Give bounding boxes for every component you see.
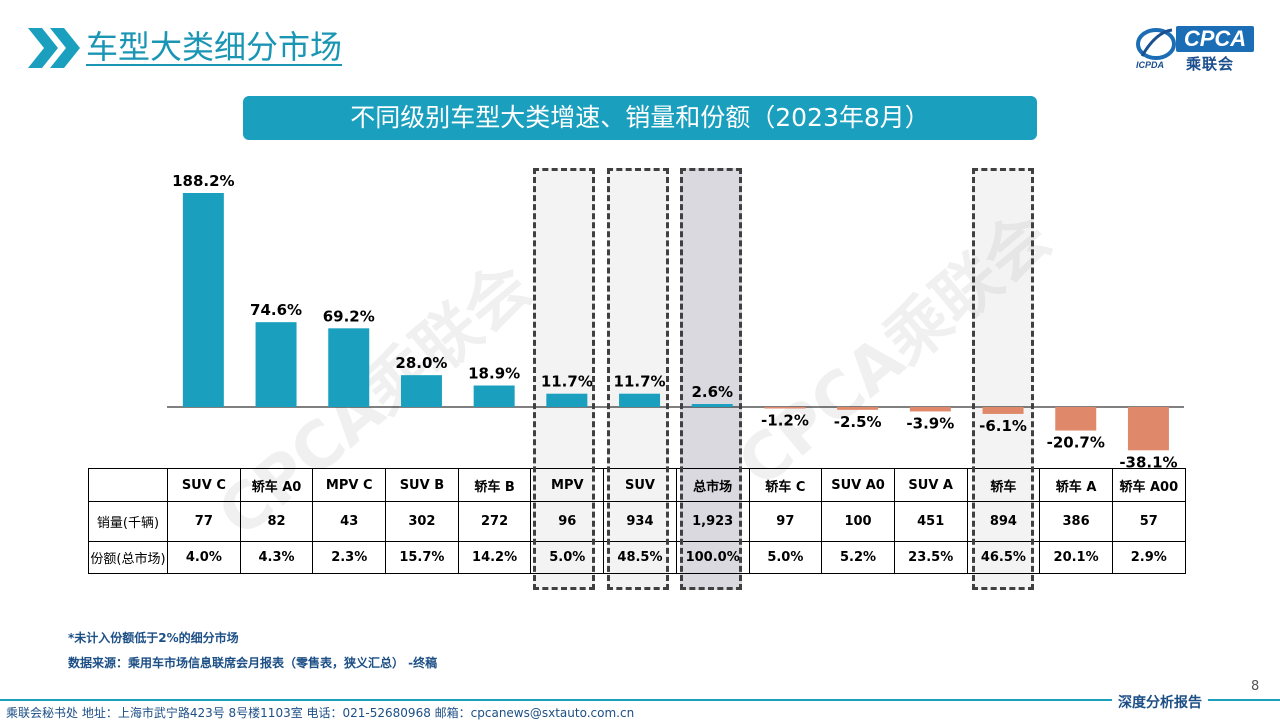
logo-subtext: 乘联会 <box>1186 55 1235 73</box>
cpca-emblem-icon: ICPDA <box>1136 28 1176 70</box>
table-cell-share: 14.2% <box>457 541 532 574</box>
table-row-share: 份额(总市场) 4.0% 4.3% 2.3% 15.7% 14.2% 5.0% 48.5% 10… <box>88 541 1186 574</box>
data-label: -1.2% <box>761 411 809 429</box>
table-cell-sales: 97 <box>748 501 823 542</box>
bar-轿车-C <box>764 407 806 409</box>
row-label-sales: 销量(千辆) <box>88 501 168 542</box>
data-table: SUV C 轿车 A0 MPV C SUV B 轿车 B MPV SUV 总市场 轿车 C SUV… <box>88 468 1186 574</box>
column-header: SUV B <box>385 468 459 502</box>
data-label: -20.7% <box>1047 434 1105 452</box>
row-label-share: 份额(总市场) <box>88 541 168 574</box>
column-header: 轿车 C <box>748 468 823 502</box>
table-cell-sales: 934 <box>603 501 677 542</box>
table-cell-sales: 57 <box>1111 501 1186 542</box>
bar-轿车-A00 <box>1127 407 1169 451</box>
table-cell-share: 5.0% <box>748 541 823 574</box>
table-cell-sales: 100 <box>821 501 895 542</box>
table-cell-share: 23.5% <box>893 541 968 574</box>
table-cell-share: 15.7% <box>385 541 459 574</box>
growth-bar-chart: 188.2% 74.6% 69.2% 28.0% 18.9% 11.7% 11.7% 2.6%… <box>167 172 1184 470</box>
data-label: 18.9% <box>468 365 520 383</box>
footer-divider <box>0 699 1280 701</box>
page-number: 8 <box>1251 679 1260 694</box>
table-cell-share: 4.0% <box>167 541 241 574</box>
bar-轿车-A0 <box>255 322 297 407</box>
highlight-box-mpv <box>533 168 595 590</box>
bar-SUV-A0 <box>837 407 879 410</box>
column-header: 轿车 A0 <box>239 468 314 502</box>
page-title: 车型大类细分市场 <box>86 28 343 66</box>
table-cell-share: 2.9% <box>1111 541 1186 574</box>
column-header: SUV A0 <box>821 468 895 502</box>
data-label: 11.7% <box>541 373 593 391</box>
table-cell-sales: 1,923 <box>675 501 750 542</box>
data-label: -6.1% <box>979 417 1027 435</box>
footnote: *未计入份额低于2%的细分市场 <box>68 631 239 645</box>
highlight-box-total-market <box>680 168 742 590</box>
bar-SUV <box>619 393 661 407</box>
footer-tag: 深度分析报告 <box>1112 692 1208 712</box>
table-cell-sales: 96 <box>530 501 605 542</box>
bar-轿车-B <box>473 385 515 407</box>
table-row-sales: 销量(千辆) 77 82 43 302 272 96 934 1,923 97 100 451 894 3… <box>88 501 1186 542</box>
highlight-box-sedan <box>972 168 1034 590</box>
data-label: -3.9% <box>906 414 954 432</box>
column-header: 轿车 <box>966 468 1041 502</box>
table-cell-sales: 43 <box>312 501 387 542</box>
data-label: 11.7% <box>614 373 666 391</box>
chevron-icon <box>28 28 80 68</box>
data-source: 数据来源：乘用车市场信息联席会月报表（零售表，狭义汇总） -终稿 <box>68 656 438 670</box>
table-cell-sales: 386 <box>1039 501 1113 542</box>
table-cell-share: 20.1% <box>1039 541 1113 574</box>
bar-SUV-A <box>909 407 951 412</box>
data-label: -2.5% <box>834 413 882 431</box>
chart-subtitle: 不同级别车型大类增速、销量和份额（2023年8月） <box>243 96 1037 140</box>
data-label: 74.6% <box>250 301 302 319</box>
logo-mark-text: ICPDA <box>1136 60 1164 70</box>
table-cell-share: 5.0% <box>530 541 605 574</box>
table-cell-sales: 302 <box>385 501 459 542</box>
table-cell-sales: 82 <box>239 501 314 542</box>
data-label: 188.2% <box>172 172 234 190</box>
table-cell-share: 4.3% <box>239 541 314 574</box>
data-label: 28.0% <box>395 354 447 372</box>
bar-轿车 <box>982 407 1024 414</box>
table-cell-sales: 77 <box>167 501 241 542</box>
data-label: 2.6% <box>691 383 733 401</box>
logo-text: CPCA <box>1176 26 1254 52</box>
table-header-row: SUV C 轿车 A0 MPV C SUV B 轿车 B MPV SUV 总市场 轿车 C SUV… <box>88 468 1186 502</box>
column-header: 轿车 B <box>457 468 532 502</box>
table-cell-share: 48.5% <box>603 541 677 574</box>
bar-总市场 <box>691 404 733 407</box>
bar-SUV-C <box>182 193 224 407</box>
data-label: 69.2% <box>323 307 375 325</box>
highlight-box-suv <box>607 168 669 590</box>
bar-SUV-B <box>400 375 442 407</box>
table-cell-share: 2.3% <box>312 541 387 574</box>
footer-contact: 乘联会秘书处 地址：上海市武宁路423号 8号楼1103室 电话：021-526… <box>6 706 635 720</box>
table-cell-sales: 272 <box>457 501 532 542</box>
column-header: 轿车 A00 <box>1111 468 1186 502</box>
bar-轿车-A <box>1055 407 1097 431</box>
column-header: MPV C <box>312 468 387 502</box>
data-label: -38.1% <box>1119 453 1177 470</box>
cpca-logo: ICPDA CPCA 乘联会 <box>1130 20 1258 73</box>
table-corner-cell <box>88 468 168 502</box>
column-header: SUV A <box>893 468 968 502</box>
column-header: 总市场 <box>675 468 750 502</box>
column-header: MPV <box>530 468 605 502</box>
column-header: SUV C <box>167 468 241 502</box>
column-header: 轿车 A <box>1039 468 1113 502</box>
table-cell-sales: 451 <box>893 501 968 542</box>
table-cell-share: 100.0% <box>675 541 750 574</box>
bar-MPV <box>546 393 588 407</box>
bar-MPV-C <box>328 328 370 407</box>
table-cell-share: 5.2% <box>821 541 895 574</box>
